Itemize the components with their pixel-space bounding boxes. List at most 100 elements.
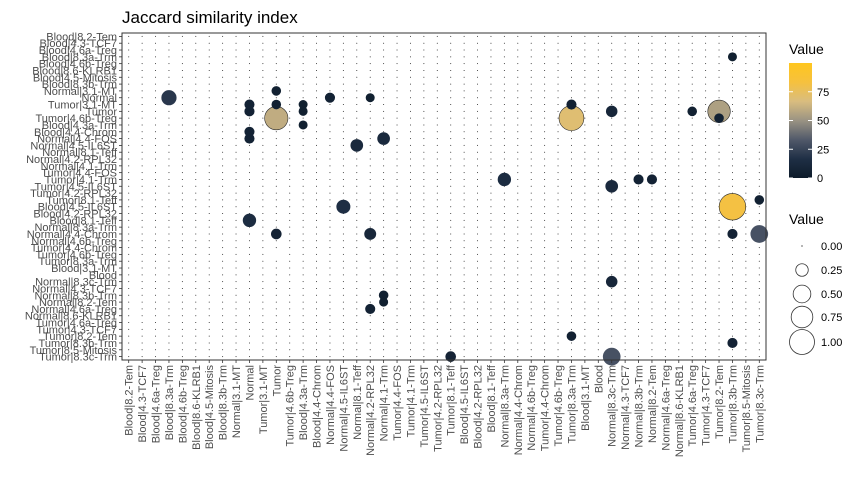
matrix-point <box>141 301 143 303</box>
matrix-point <box>651 104 653 106</box>
matrix-point <box>678 76 680 78</box>
matrix-point <box>544 240 546 242</box>
matrix-point <box>638 267 640 269</box>
matrix-point <box>745 335 747 337</box>
matrix-point <box>544 104 546 106</box>
matrix-point <box>383 83 385 85</box>
matrix-point <box>356 274 358 276</box>
matrix-point <box>651 281 653 283</box>
matrix-point <box>356 178 358 180</box>
x-tick-label: Blood|8.1-Teff <box>486 364 498 432</box>
y-tick-label: Tumor|4.2-RPL32 <box>30 188 117 200</box>
matrix-point <box>329 104 331 106</box>
matrix-point <box>128 219 130 221</box>
matrix-point <box>329 138 331 140</box>
matrix-point <box>624 226 626 228</box>
matrix-point <box>544 56 546 58</box>
matrix-point <box>731 335 733 337</box>
matrix-point <box>450 301 452 303</box>
matrix-point <box>168 199 170 201</box>
matrix-point <box>477 192 479 194</box>
matrix-point <box>544 349 546 351</box>
matrix-point <box>235 104 237 106</box>
matrix-point <box>570 42 572 44</box>
matrix-point <box>584 117 586 119</box>
matrix-point <box>356 165 358 167</box>
matrix-point <box>530 267 532 269</box>
matrix-point <box>342 69 344 71</box>
matrix-point <box>584 131 586 133</box>
matrix-point <box>503 35 505 37</box>
matrix-point <box>718 138 720 140</box>
matrix-point <box>356 226 358 228</box>
matrix-point <box>396 63 398 65</box>
matrix-point <box>678 233 680 235</box>
matrix-point <box>195 97 197 99</box>
matrix-point <box>691 192 693 194</box>
matrix-point <box>342 35 344 37</box>
matrix-point <box>477 131 479 133</box>
matrix-point <box>248 328 250 330</box>
matrix-point <box>208 110 210 112</box>
matrix-point <box>396 349 398 351</box>
y-tick-label: Blood|4.5-Mitosis <box>33 72 118 84</box>
matrix-point <box>731 83 733 85</box>
matrix-point <box>490 35 492 37</box>
matrix-point <box>168 138 170 140</box>
matrix-point <box>396 178 398 180</box>
matrix-point <box>128 247 130 249</box>
matrix-point <box>477 151 479 153</box>
y-tick-label: Normal|8.3a-Trm <box>34 222 117 234</box>
matrix-point <box>155 90 157 92</box>
matrix-point <box>611 144 613 146</box>
matrix-point <box>208 76 210 78</box>
matrix-point <box>705 138 707 140</box>
matrix-point <box>490 219 492 221</box>
matrix-point <box>678 63 680 65</box>
matrix-point <box>570 90 572 92</box>
matrix-point <box>342 49 344 51</box>
matrix-point <box>436 322 438 324</box>
matrix-point <box>235 240 237 242</box>
matrix-point <box>638 356 640 358</box>
matrix-point <box>463 240 465 242</box>
matrix-point <box>369 90 371 92</box>
matrix-point <box>222 178 224 180</box>
matrix-point <box>383 151 385 153</box>
matrix-point <box>651 131 653 133</box>
matrix-point <box>758 158 760 160</box>
matrix-point <box>530 301 532 303</box>
matrix-point <box>275 328 277 330</box>
matrix-point <box>664 328 666 330</box>
matrix-point <box>584 151 586 153</box>
matrix-point <box>436 49 438 51</box>
x-tick-label: Tumor|8.3c-Trm <box>754 365 766 443</box>
matrix-point <box>731 185 733 187</box>
matrix-point <box>544 178 546 180</box>
matrix-point <box>664 42 666 44</box>
matrix-point <box>262 97 264 99</box>
matrix-point <box>342 104 344 106</box>
matrix-point <box>262 294 264 296</box>
matrix-point <box>141 144 143 146</box>
matrix-point <box>181 49 183 51</box>
matrix-point <box>302 185 304 187</box>
matrix-point <box>409 97 411 99</box>
matrix-point <box>557 151 559 153</box>
matrix-point <box>557 267 559 269</box>
matrix-point <box>638 192 640 194</box>
matrix-point <box>664 165 666 167</box>
x-tick-label: Blood|8.3a-Trm <box>164 365 176 440</box>
matrix-point <box>409 69 411 71</box>
matrix-point <box>248 356 250 358</box>
matrix-point <box>490 83 492 85</box>
matrix-point <box>638 213 640 215</box>
matrix-point <box>128 240 130 242</box>
matrix-point <box>450 131 452 133</box>
matrix-point <box>745 240 747 242</box>
matrix-point <box>409 49 411 51</box>
matrix-point <box>566 99 577 110</box>
x-tick-label: Tumor|4.4-Chrom <box>540 365 552 451</box>
matrix-point <box>248 144 250 146</box>
matrix-point <box>638 90 640 92</box>
